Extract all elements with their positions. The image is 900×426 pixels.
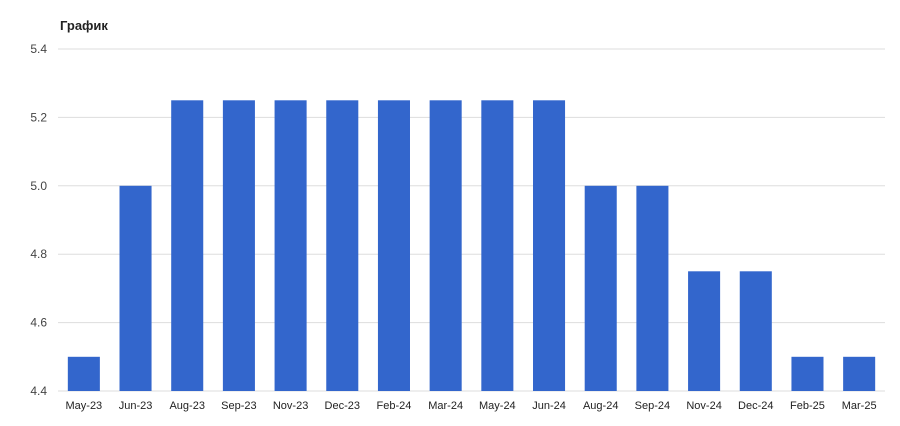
bar-May-23[interactable] [67, 356, 100, 391]
x-tick-label: Nov-24 [686, 400, 721, 412]
bar-Jun-23[interactable] [119, 185, 152, 391]
x-tick-label: Aug-24 [583, 400, 618, 412]
x-tick-label: Feb-25 [790, 400, 825, 412]
x-tick-label: Sep-24 [635, 400, 670, 412]
x-tick-label: May-23 [66, 400, 103, 412]
bar-Aug-23[interactable] [171, 100, 204, 392]
bar-Jun-24[interactable] [533, 100, 566, 392]
x-tick-label: Jun-24 [532, 400, 566, 412]
x-tick-label: Dec-24 [738, 400, 773, 412]
y-tick-label: 5.4 [30, 42, 47, 56]
y-tick-label: 5.0 [30, 179, 47, 193]
x-tick-label: Jun-23 [119, 400, 153, 412]
bar-May-24[interactable] [481, 100, 514, 392]
bar-Sep-23[interactable] [222, 100, 255, 392]
bar-Mar-24[interactable] [429, 100, 462, 392]
y-tick-label: 4.6 [30, 316, 47, 330]
x-tick-label: Aug-23 [169, 400, 204, 412]
bar-Aug-24[interactable] [584, 185, 617, 391]
chart-title: График [60, 18, 108, 33]
bar-Feb-24[interactable] [377, 100, 410, 392]
y-tick-label: 4.8 [30, 247, 47, 261]
bar-Nov-24[interactable] [688, 271, 721, 391]
x-tick-label: Sep-23 [221, 400, 256, 412]
x-tick-label: Feb-24 [377, 400, 412, 412]
x-tick-label: May-24 [479, 400, 516, 412]
x-tick-label: Nov-23 [273, 400, 308, 412]
bar-Dec-23[interactable] [326, 100, 359, 392]
x-tick-label: Dec-23 [325, 400, 360, 412]
y-tick-label: 4.4 [30, 384, 47, 398]
bar-Dec-24[interactable] [739, 271, 772, 391]
x-tick-label: Mar-25 [842, 400, 877, 412]
x-tick-label: Mar-24 [428, 400, 463, 412]
bar-Nov-23[interactable] [274, 100, 307, 392]
y-tick-label: 5.2 [30, 110, 47, 124]
bar-Sep-24[interactable] [636, 185, 669, 391]
bar-Feb-25[interactable] [791, 356, 824, 391]
bar-Mar-25[interactable] [843, 356, 876, 391]
